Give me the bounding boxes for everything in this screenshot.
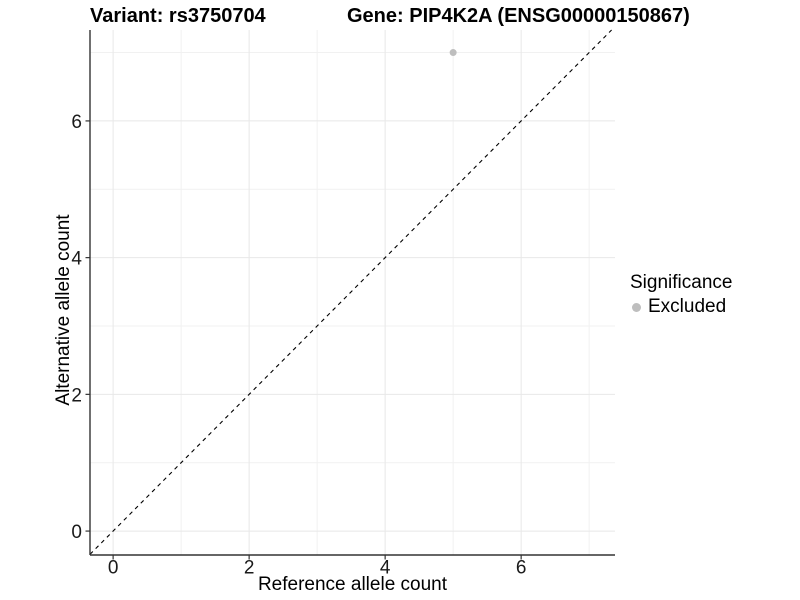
legend-item-label: Excluded [648,296,727,317]
y-tick-label: 2 [71,385,82,406]
x-tick-label: 2 [244,558,255,579]
x-tick-label: 6 [516,558,527,579]
legend: Significance Excluded [630,271,732,319]
variant-title: Variant: rs3750704 [90,5,266,27]
y-tick-label: 6 [71,112,82,133]
y-tick-label: 4 [71,249,82,270]
identity-reference-line [89,29,612,555]
data-point [449,49,457,57]
legend-item-excluded: Excluded [630,295,732,319]
y-tick-label: 0 [71,522,82,543]
gene-title: Gene: PIP4K2A (ENSG00000150867) [347,5,690,27]
y-axis-title: Alternative allele count [53,214,74,406]
x-axis-title: Reference allele count [257,574,448,595]
x-tick-label: 0 [108,558,119,579]
x-tick-label: 4 [380,558,391,579]
legend-title: Significance [630,272,733,293]
legend-point-icon [632,302,641,312]
